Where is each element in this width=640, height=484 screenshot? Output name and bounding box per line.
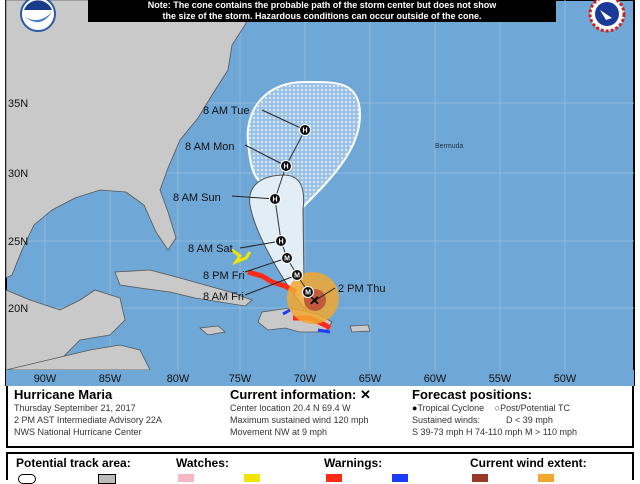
tropical-storm-wind-swatch [538, 474, 554, 482]
forecast-time-label: 8 PM Fri [203, 270, 245, 282]
sustained-winds-label: Sustained winds: [412, 415, 481, 425]
bermuda-label: Bermuda [435, 143, 464, 150]
lat-label: 30N [8, 168, 28, 180]
center-location: Center location 20.4 N 69.4 W [230, 403, 351, 413]
h-range: H 74-110 mph [466, 427, 523, 437]
hurricane-warning-swatch [326, 474, 342, 482]
hurricane-warning-bahamas [247, 269, 298, 295]
forecast-time-label: 8 AM Sun [173, 192, 221, 204]
filled-circle-icon: ● [412, 403, 418, 413]
legend-panel: Potential track area: Watches: Warnings:… [6, 452, 634, 484]
lon-label: 85W [99, 373, 122, 385]
forecast-point-marker [299, 124, 311, 136]
lon-label: 80W [167, 373, 190, 385]
lat-label: 35N [8, 98, 28, 110]
lon-label: 60W [424, 373, 447, 385]
forecast-time-label: 8 AM Tue [203, 105, 249, 117]
current-position-x-icon: ✕ [309, 293, 320, 308]
day-4-5-swatch [98, 474, 116, 484]
forecast-point-marker [280, 160, 292, 172]
lat-label: 25N [8, 236, 28, 248]
us-mainland [5, 0, 256, 279]
day-1-3-swatch [18, 474, 36, 484]
forecast-time-label: 2 PM Thu [338, 283, 386, 295]
issuing-center: NWS National Hurricane Center [14, 427, 142, 437]
lon-label: 65W [359, 373, 382, 385]
wind-extent-legend: Current wind extent: [470, 456, 587, 470]
lon-label: 55W [489, 373, 512, 385]
watches-legend: Watches: [176, 456, 229, 470]
lon-label: 70W [294, 373, 317, 385]
forecast-time-label: 8 AM Fri [203, 291, 244, 303]
movement: Movement NW at 9 mph [230, 427, 328, 437]
cone-note-line1: Note: The cone contains the probable pat… [148, 0, 498, 10]
tropical-storm-warning [282, 308, 331, 334]
puerto-rico [349, 324, 371, 333]
d-range: D < 39 mph [506, 415, 553, 425]
forecast-heading: Forecast positions: [412, 387, 532, 402]
warnings-legend: Warnings: [324, 456, 383, 470]
current-info-heading: Current information: ✕ [230, 387, 371, 402]
info-panel: Hurricane Maria Thursday September 21, 2… [6, 386, 634, 448]
hurricane-wind-swatch [472, 474, 488, 482]
tropical-storm-watch [231, 248, 252, 266]
forecast-leaders [231, 109, 336, 301]
s-range: S 39-73 mph [412, 427, 464, 437]
lon-label: 90W [34, 373, 57, 385]
post-tc-key: Post/Potential TC [500, 403, 570, 413]
forecast-point-marker [281, 252, 293, 264]
lat-label: 20N [8, 303, 28, 315]
cuba [114, 269, 253, 307]
forecast-point-marker [269, 193, 281, 205]
forecast-point-category: H [283, 164, 288, 171]
forecast-time-label: 8 AM Sat [188, 243, 233, 255]
storm-name: Hurricane Maria [14, 387, 113, 402]
tropical-storm-watch-swatch [244, 474, 260, 482]
forecast-time-label: 8 AM Mon [185, 141, 235, 153]
forecast-point-marker [275, 235, 287, 247]
forecast-point-marker [291, 269, 303, 281]
max-wind: Maximum sustained wind 120 mph [230, 415, 369, 425]
hurricane-watch-swatch [178, 474, 194, 482]
forecast-point-marker [302, 286, 314, 298]
tropical-cyclone-key: Tropical Cyclone [417, 403, 485, 413]
hollow-circle-icon: ○ [494, 403, 501, 413]
advisory-number: 2 PM AST Intermediate Advisory 22A [14, 415, 162, 425]
forecast-point-category: H [272, 197, 277, 204]
cone-note-box [88, 0, 556, 22]
tropical-storm-warning-swatch [392, 474, 408, 482]
cone-note-line2: the size of the storm. Hazardous conditi… [162, 11, 481, 21]
hurricane-map: ✕ H H H H M M M 8 AM Tue 8 AM Mon 8 AM Sun 8 AM S… [5, 0, 635, 386]
track-area-legend: Potential track area: [16, 456, 131, 470]
advisory-date: Thursday September 21, 2017 [14, 403, 136, 413]
lon-label: 75W [229, 373, 252, 385]
nws-logo [588, 0, 626, 33]
forecast-point-category: M [284, 256, 290, 263]
forecast-point-category: M [294, 273, 300, 280]
forecast-point-category: M [305, 290, 311, 297]
noaa-logo [20, 0, 56, 32]
lon-label: 50W [554, 373, 577, 385]
jamaica [199, 325, 226, 336]
forecast-point-category: H [302, 128, 307, 135]
m-range: M > 110 mph [524, 427, 578, 437]
forecast-point-category: H [278, 239, 283, 246]
